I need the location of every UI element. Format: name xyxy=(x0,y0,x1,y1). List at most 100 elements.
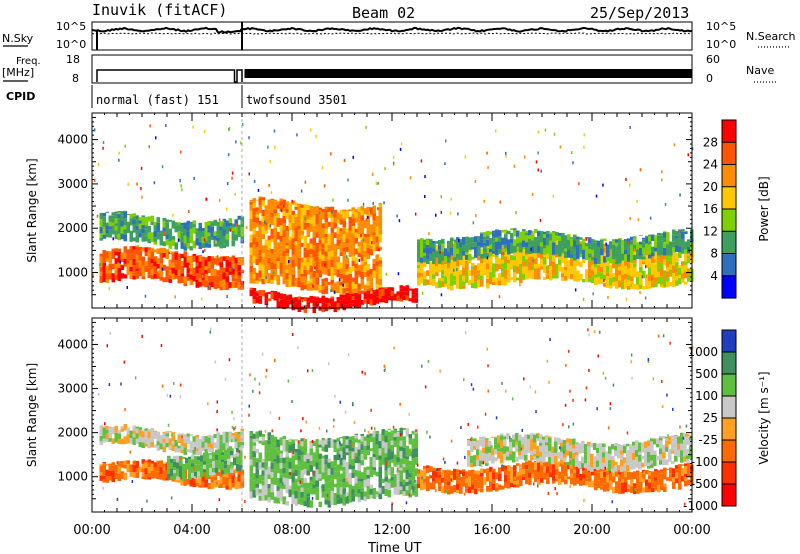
scatter-cell xyxy=(249,247,254,255)
scatter-cell xyxy=(348,458,353,465)
scatter-cell xyxy=(306,205,311,210)
scatter-cell xyxy=(300,470,305,478)
scatter-cell xyxy=(144,460,149,462)
scatter-cell xyxy=(549,255,553,261)
scatter-cell xyxy=(183,222,188,224)
scatter-cell xyxy=(114,233,119,240)
scatter-cell xyxy=(606,280,610,284)
scatter-cell xyxy=(207,434,212,438)
scatter-speck xyxy=(420,159,423,163)
scatter-cell xyxy=(378,459,383,467)
scatter-cell xyxy=(441,278,445,282)
scatter-cell xyxy=(207,482,212,486)
scatter-cell xyxy=(282,473,287,478)
scatter-cell xyxy=(645,255,649,263)
scatter-speck xyxy=(641,275,644,279)
scatter-cell xyxy=(297,258,302,263)
scatter-cell xyxy=(354,276,359,285)
scatter-speck xyxy=(181,435,183,439)
scatter-cell xyxy=(135,433,140,439)
scatter-cell xyxy=(545,442,549,446)
scatter-cell xyxy=(435,250,439,258)
scatter-speck xyxy=(333,290,336,294)
scatter-cell xyxy=(363,440,368,446)
scatter-speck xyxy=(193,467,195,471)
scatter-cell xyxy=(543,248,547,255)
scatter-cell xyxy=(642,251,646,258)
scatter-cell xyxy=(504,256,508,262)
scatter-cell xyxy=(369,248,374,256)
scatter-cell xyxy=(570,238,574,247)
scatter-cell xyxy=(459,270,463,275)
scatter-cell xyxy=(225,226,230,235)
scatter-cell xyxy=(351,233,356,240)
scatter-cell xyxy=(114,226,119,231)
scatter-cell xyxy=(300,276,305,283)
scatter-cell xyxy=(537,245,541,253)
scatter-cell xyxy=(564,235,568,237)
scatter-cell xyxy=(639,278,643,285)
scatter-cell xyxy=(219,443,224,452)
scatter-cell xyxy=(291,443,296,452)
scatter-cell xyxy=(663,281,667,288)
scatter-cell xyxy=(210,256,215,258)
scatter-cell xyxy=(273,245,278,254)
scatter-speck xyxy=(584,279,587,282)
scatter-cell xyxy=(183,279,188,284)
scatter-speck xyxy=(202,274,204,278)
scatter-cell xyxy=(603,247,607,253)
scatter-cell xyxy=(654,480,658,488)
scatter-cell xyxy=(381,490,386,494)
scatter-cell xyxy=(681,468,685,476)
scatter-cell xyxy=(177,440,182,443)
scatter-cell xyxy=(681,265,685,274)
scatter-cell xyxy=(126,429,131,435)
scatter-cell xyxy=(138,441,143,448)
scatter-cell xyxy=(369,229,374,237)
scatter-cell xyxy=(255,211,260,215)
scatter-cell xyxy=(626,460,630,465)
scatter-cell xyxy=(279,225,284,231)
scatter-cell xyxy=(207,243,212,248)
scatter-cell xyxy=(603,269,607,275)
scatter-cell xyxy=(348,295,353,304)
scatter-cell xyxy=(231,435,236,443)
scatter-cell xyxy=(405,479,410,482)
scatter-cell xyxy=(573,262,577,267)
freq-tick-top: 18 xyxy=(66,53,80,66)
scatter-cell xyxy=(633,254,637,261)
scatter-cell xyxy=(225,442,230,448)
scatter-cell xyxy=(513,470,517,478)
scatter-cell xyxy=(588,273,592,279)
scatter-cell xyxy=(417,479,421,484)
scatter-cell xyxy=(363,271,368,277)
scatter-cell xyxy=(666,468,670,470)
scatter-cell xyxy=(321,212,326,220)
scatter-cell xyxy=(438,240,442,241)
scatter-cell xyxy=(288,300,293,305)
scatter-cell xyxy=(498,470,502,474)
scatter-cell xyxy=(545,435,549,437)
scatter-cell xyxy=(207,220,212,226)
scatter-cell xyxy=(504,481,508,488)
scatter-cell xyxy=(381,435,386,442)
scatter-cell xyxy=(572,453,576,459)
scatter-cell xyxy=(663,232,667,238)
scatter-cell xyxy=(197,464,201,472)
scatter-cell xyxy=(534,271,538,276)
scatter-cell xyxy=(237,441,242,449)
scatter-cell xyxy=(264,259,269,266)
scatter-cell xyxy=(195,448,200,452)
scatter-cell xyxy=(261,222,266,227)
scatter-cell xyxy=(686,455,690,459)
scatter-cell xyxy=(279,495,284,502)
scatter-cell xyxy=(354,452,359,457)
scatter-speck xyxy=(123,360,126,364)
scatter-cell xyxy=(261,209,266,216)
scatter-cell xyxy=(396,295,401,302)
scatter-cell xyxy=(414,490,419,497)
scatter-cell xyxy=(207,275,212,283)
scatter-cell xyxy=(351,251,356,256)
scatter-speck xyxy=(664,202,667,206)
scatter-cell xyxy=(273,443,278,449)
